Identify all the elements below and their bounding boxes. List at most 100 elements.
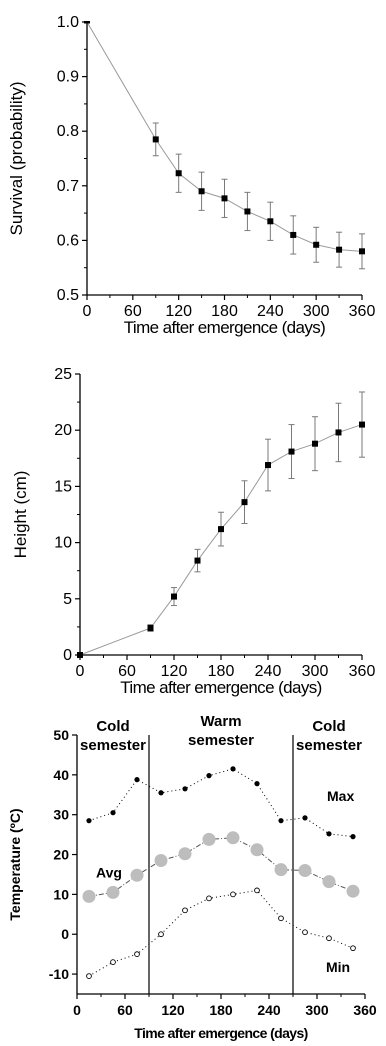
max-point (110, 810, 116, 816)
x-tick-label: 300 (302, 663, 329, 680)
x-tick-label: 300 (305, 1002, 329, 1018)
data-point (194, 557, 201, 564)
y-tick-label: 1.0 (57, 14, 79, 31)
min-point (254, 887, 260, 894)
max-point (86, 818, 92, 824)
data-point (290, 231, 297, 238)
y-axis-label: Temperature (ºC) (7, 808, 23, 920)
data-point (198, 188, 205, 195)
avg-point (346, 884, 360, 898)
x-tick-label: 240 (255, 663, 282, 680)
x-tick-label: 60 (118, 663, 136, 680)
x-axis-label: Time after emergence (days) (120, 678, 321, 697)
data-point (359, 421, 365, 428)
series-line-avg (88, 837, 354, 897)
x-tick-label: 0 (83, 303, 92, 320)
x-tick-label: 120 (165, 303, 192, 320)
series-label-max: Max (327, 788, 354, 804)
y-axis-label: Height (cm) (11, 471, 30, 559)
y-tick-label: -10 (49, 966, 69, 982)
avg-point (298, 863, 312, 877)
max-point (254, 781, 260, 787)
x-tick-label: 180 (208, 663, 235, 680)
avg-point (178, 847, 192, 861)
series-line-max (88, 768, 354, 838)
data-point (218, 526, 224, 533)
series-line-min (88, 889, 354, 977)
min-point (326, 935, 332, 942)
avg-point (82, 889, 96, 903)
x-tick-label: 120 (161, 1002, 185, 1018)
y-tick-label: 50 (53, 727, 69, 743)
avg-point (250, 843, 264, 857)
series-label-avg: Avg (96, 864, 122, 880)
data-point (221, 195, 228, 202)
data-point (244, 208, 251, 215)
x-tick-label: 360 (353, 1002, 377, 1018)
y-tick-label: 0.6 (57, 232, 79, 249)
max-point (134, 777, 140, 783)
y-tick-label: 30 (53, 807, 69, 823)
min-point (86, 973, 92, 979)
data-point (267, 218, 274, 225)
avg-point (226, 831, 240, 845)
max-point (182, 786, 188, 792)
min-point (230, 891, 236, 898)
y-tick-label: 25 (54, 366, 72, 383)
data-point (336, 246, 343, 253)
avg-point (274, 863, 288, 877)
min-point (278, 915, 284, 922)
max-point (158, 790, 164, 796)
chart-3: -10 0 10 20 30 40 50 0 60 120 180 240 300 360 Time aft… (7, 713, 377, 1041)
semester-label-line1: Warm (200, 713, 241, 730)
max-point (326, 831, 332, 837)
chart-1: 0.5 0.6 0.7 0.8 0.9 1.0 0 60 120 180 240 300 360 Time… (7, 14, 375, 337)
semester-label-line2: semester (80, 737, 146, 754)
y-tick-label: 10 (54, 535, 72, 552)
x-tick-label: 0 (76, 663, 85, 680)
data-point (265, 462, 271, 469)
avg-point (130, 868, 144, 882)
min-point (110, 959, 116, 965)
y-tick-label: 0.8 (57, 123, 79, 140)
y-tick-label: 20 (53, 847, 69, 863)
data-point (84, 21, 90, 24)
max-point (302, 815, 308, 821)
avg-point (106, 885, 120, 899)
x-tick-label: 240 (257, 303, 284, 320)
y-tick-label: 0.5 (57, 287, 79, 304)
semester-label-line1: Cold (312, 718, 345, 735)
y-tick-label: 15 (54, 478, 72, 495)
y-tick-label: 5 (63, 591, 72, 608)
semester-label-line1: Cold (96, 718, 129, 735)
x-tick-label: 60 (117, 1002, 133, 1018)
y-tick-label: 10 (53, 886, 69, 902)
x-tick-label: 180 (209, 1002, 233, 1018)
x-tick-label: 300 (303, 303, 330, 320)
semester-label-line2: semester (188, 732, 254, 749)
min-point (134, 951, 140, 958)
x-tick-label: 180 (211, 303, 238, 320)
max-point (230, 766, 236, 772)
data-point (152, 136, 159, 143)
min-point (182, 907, 188, 914)
max-point (278, 818, 284, 824)
data-point (77, 652, 83, 658)
min-point (158, 931, 164, 938)
y-tick-label: 40 (53, 767, 69, 783)
data-point (359, 248, 365, 255)
y-tick-label: 0.7 (57, 178, 79, 195)
max-point (206, 773, 212, 779)
data-point (175, 170, 182, 177)
y-tick-label: 0 (63, 647, 72, 664)
data-point (313, 241, 320, 248)
x-tick-label: 360 (349, 663, 376, 680)
y-axis-label: Survival (probability) (7, 82, 26, 236)
data-point (312, 440, 318, 447)
semester-label-line2: semester (296, 737, 362, 754)
min-point (206, 895, 212, 902)
avg-point (322, 875, 336, 889)
y-tick-label: 20 (54, 422, 72, 439)
data-point (241, 499, 248, 506)
